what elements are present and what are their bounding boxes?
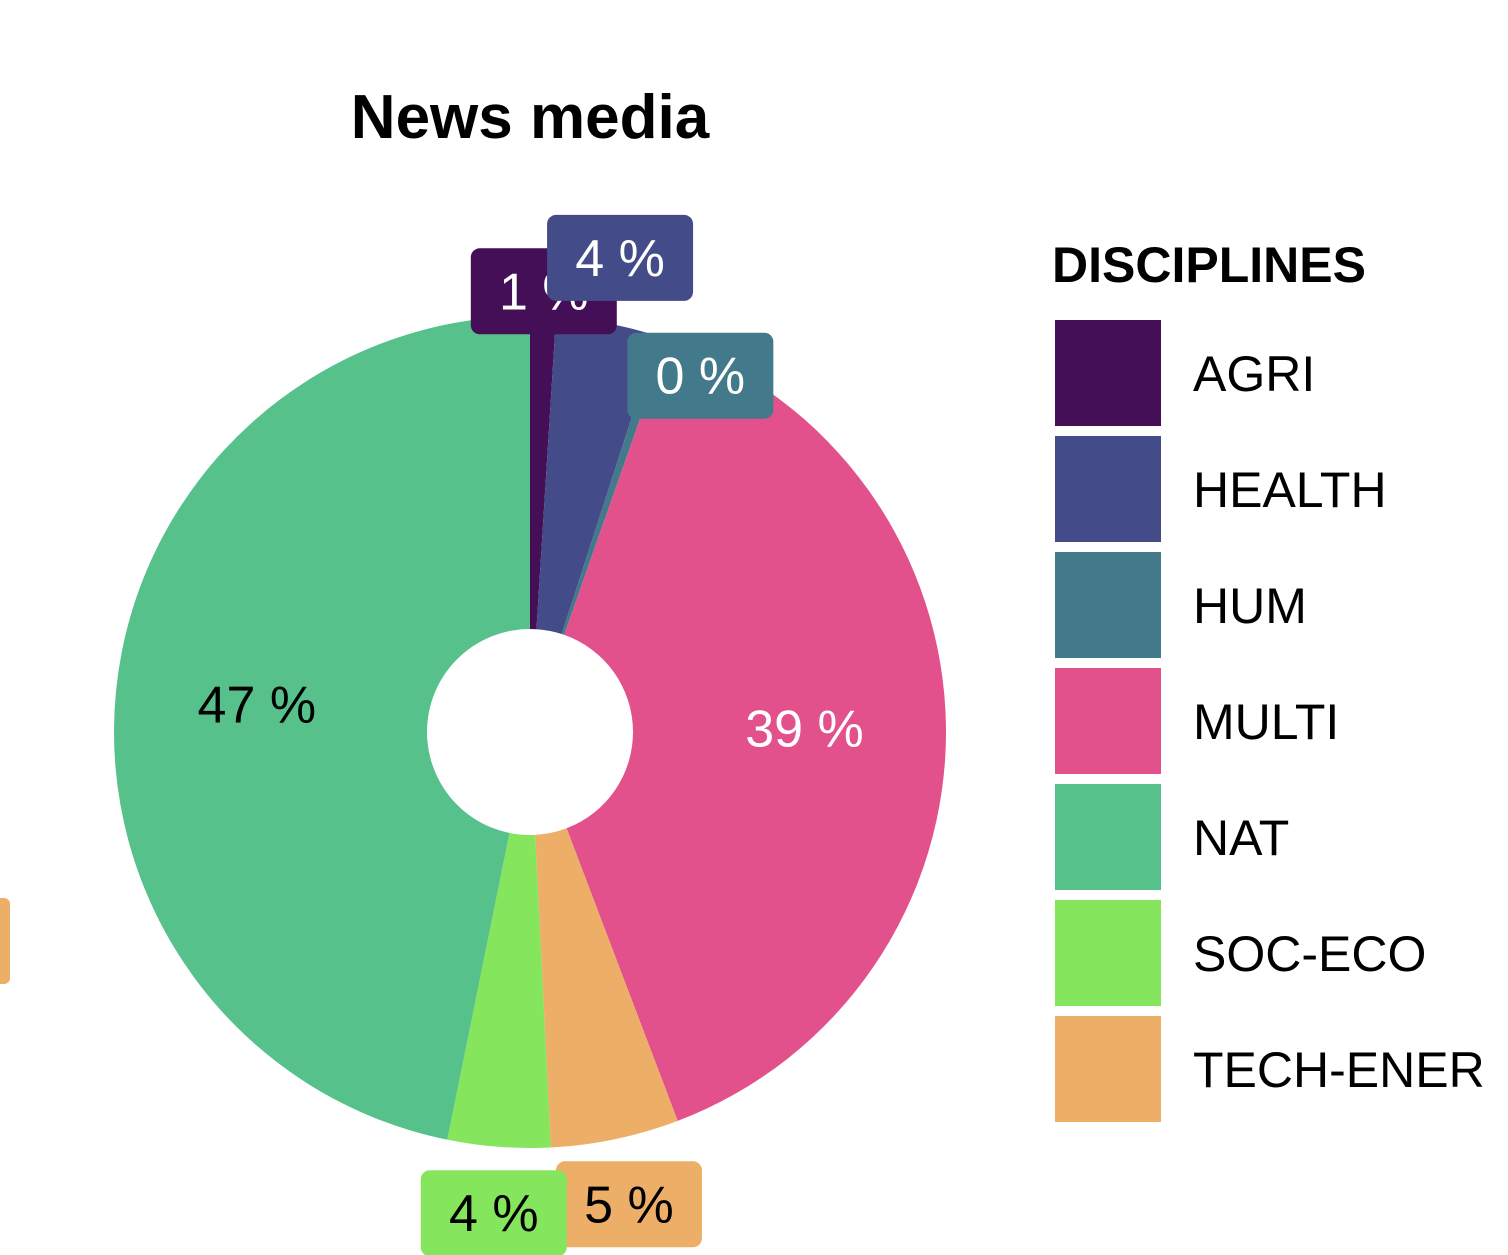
slice-label-nat: 47 % bbox=[198, 677, 317, 735]
slice-label-tech-ener: 5 % bbox=[555, 1161, 702, 1248]
chart-title: News media bbox=[351, 83, 710, 152]
legend-label: HEALTH bbox=[1193, 462, 1387, 518]
legend-swatch bbox=[1055, 552, 1161, 658]
slice-label-text: 0 % bbox=[656, 348, 746, 406]
legend-item-agri: AGRI bbox=[1055, 320, 1315, 426]
legend-item-tech-ener: TECH-ENER bbox=[1055, 1016, 1485, 1122]
label-box bbox=[547, 214, 694, 301]
slice-label-text: 4 % bbox=[575, 230, 665, 288]
slice-nat bbox=[113, 316, 530, 1140]
labels-layer: 1 %4 %0 %39 %5 %4 %47 % bbox=[198, 214, 864, 1255]
legend-swatch bbox=[1055, 1016, 1161, 1122]
slices-layer bbox=[113, 316, 947, 1148]
label-box bbox=[555, 1161, 702, 1248]
legend-label: TECH-ENER bbox=[1193, 1042, 1485, 1098]
legend-label: AGRI bbox=[1193, 346, 1315, 402]
legend-swatch bbox=[1055, 900, 1161, 1006]
label-box bbox=[627, 332, 774, 419]
slice-multi bbox=[564, 339, 947, 1121]
legend-item-soc-eco: SOC-ECO bbox=[1055, 900, 1426, 1006]
legend-item-multi: MULTI bbox=[1055, 668, 1339, 774]
legend-item-health: HEALTH bbox=[1055, 436, 1387, 542]
slice-label-multi: 39 % bbox=[745, 701, 864, 759]
legend-swatch bbox=[1055, 436, 1161, 542]
legend-label: MULTI bbox=[1193, 694, 1339, 750]
legend-label: NAT bbox=[1193, 810, 1289, 866]
slice-soc-eco bbox=[447, 832, 551, 1148]
legend-swatch bbox=[1055, 320, 1161, 426]
slice-tech-ener bbox=[535, 828, 678, 1148]
slice-label-text: 39 % bbox=[745, 701, 864, 759]
slice-label-health: 4 % bbox=[547, 214, 694, 301]
slice-agri bbox=[530, 316, 557, 630]
slice-label-hum: 0 % bbox=[627, 332, 774, 419]
legend-label: SOC-ECO bbox=[1193, 926, 1426, 982]
legend-swatch bbox=[1055, 668, 1161, 774]
slice-label-text: 47 % bbox=[198, 677, 317, 735]
slice-label-text: 4 % bbox=[449, 1185, 539, 1243]
legend-title: DISCIPLINES bbox=[1052, 237, 1366, 293]
slice-label-text: 5 % bbox=[584, 1176, 674, 1234]
legend-swatch bbox=[1055, 784, 1161, 890]
slice-label-soc-eco: 4 % bbox=[420, 1170, 567, 1255]
label-box bbox=[420, 1170, 567, 1255]
legend-item-nat: NAT bbox=[1055, 784, 1289, 890]
legend: DISCIPLINES AGRI HEALTH HUM MULTI NAT SOC-ECO… bbox=[1052, 237, 1485, 1122]
legend-label: HUM bbox=[1193, 578, 1307, 634]
cropped-label-fragment bbox=[0, 898, 10, 984]
legend-item-hum: HUM bbox=[1055, 552, 1307, 658]
